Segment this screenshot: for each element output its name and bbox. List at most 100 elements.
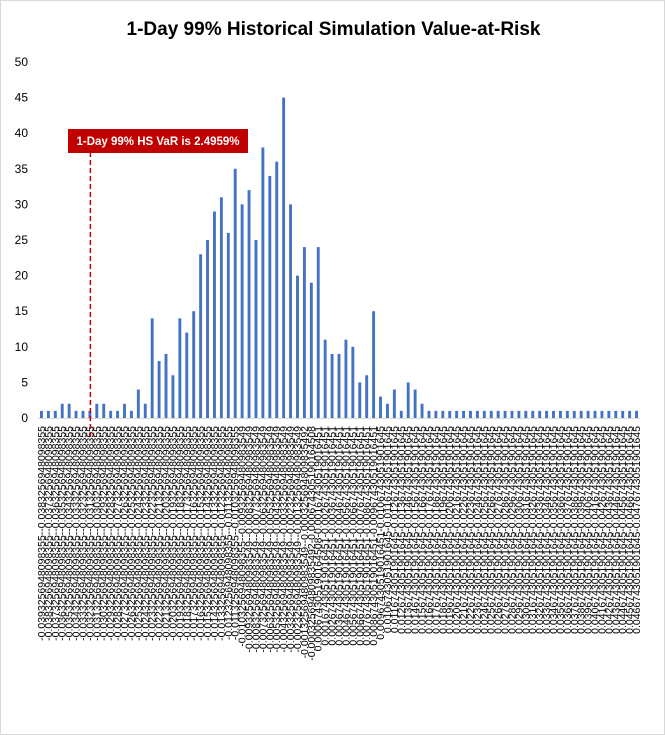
x-tick-label: 0.0376743051901645-0.0386743051901645 — [569, 426, 581, 634]
x-tick-label: 0.0296743051901645-0.0306743051901645 — [513, 426, 525, 634]
x-tick-label: 0.0166743051901645-0.0176743051901645 — [423, 426, 435, 634]
bar — [517, 410, 521, 418]
x-tick-label: 0.0196743051901645-0.0206743051901645 — [444, 426, 456, 634]
x-tick-label: -0.00732569480983549--0.0063256948098354… — [257, 426, 269, 653]
x-tick-label: 0.0416743051901645-0.0426743051901645 — [596, 426, 608, 634]
x-tick-label: -0.0263256948098355--0.0253256948098355 — [126, 426, 138, 641]
x-tick-label: 0.0346743051901645-0.0356743051901645 — [548, 426, 560, 634]
bar — [496, 410, 500, 418]
bar — [219, 197, 223, 418]
x-tick-label: 0.0446743051901645-0.0456743051901645 — [617, 426, 629, 634]
bar — [538, 410, 542, 418]
x-tick-label: 0.00167430519016451-0.00267430519016451 — [320, 426, 332, 646]
bar — [206, 240, 209, 418]
x-tick-label: 0.00667430519016451-0.00767430519016451 — [354, 426, 366, 646]
x-tick-label: 0.0106743051901645-0.0116743051901645 — [382, 426, 394, 633]
x-tick-label: 0.0396743051901645-0.0406743051901645 — [583, 426, 595, 634]
bar — [323, 339, 327, 418]
x-tick-label: -0.0323256948098355--0.0313256948098355 — [84, 426, 96, 641]
bar — [475, 410, 479, 418]
bar — [593, 410, 597, 418]
bar — [524, 410, 528, 418]
x-tick-label: -0.0313256948098355--0.0303256948098355 — [91, 426, 103, 641]
x-tick-label: 0.00467430519016451-0.00567430519016451 — [340, 426, 352, 646]
bar — [565, 410, 569, 418]
x-tick-label: 0.0386743051901645-0.0396743051901645 — [576, 426, 588, 634]
x-tick-label: 0.0286743051901645-0.0296743051901645 — [506, 426, 518, 634]
x-tick-label: 0.0206743051901645-0.0216743051901645 — [451, 426, 463, 634]
x-tick-label: -0.00232569480983549--0.0013256948098354… — [292, 426, 304, 653]
x-tick-label: -0.0133256948098355--0.0123256948098355 — [216, 426, 228, 641]
var-annotation-box — [68, 129, 248, 153]
x-tick-label: 0.0406743051901645-0.0416743051901645 — [590, 426, 602, 634]
bar — [614, 410, 618, 418]
x-tick-label: -0.0103256948098355--0.00932569480983549 — [237, 426, 249, 647]
x-tick-label: -0.0333256948098355--0.0323256948098355 — [77, 426, 89, 641]
x-tick-label: 0.0436743051901645-0.0446743051901645 — [610, 426, 622, 634]
bar — [116, 410, 120, 418]
bar — [109, 410, 113, 418]
bar — [392, 389, 396, 418]
bar — [309, 282, 313, 418]
bar — [171, 375, 175, 418]
x-tick-label: 0.000674305190164508-0.00167430519016451 — [313, 426, 325, 652]
bar — [462, 410, 466, 418]
bar — [510, 410, 514, 418]
bar — [81, 410, 85, 418]
y-tick-label: 20 — [15, 269, 29, 283]
bar — [53, 410, 57, 418]
x-tick-label: -0.000325694809835492-0.0006743051901645… — [306, 426, 318, 661]
bar — [448, 410, 452, 418]
bar — [123, 403, 126, 418]
bar — [358, 382, 362, 418]
x-tick-label: -0.0183256948098355--0.0173256948098355 — [181, 426, 193, 641]
y-tick-label: 40 — [15, 126, 29, 140]
bar — [296, 275, 299, 418]
x-tick-label: -0.0243256948098355--0.0233256948098355 — [140, 426, 152, 641]
var-annotation-label: 1-Day 99% HS VaR is 2.4959% — [76, 136, 239, 148]
x-tick-label: -0.0283256948098355--0.0273256948098355 — [112, 426, 124, 641]
bar — [351, 346, 355, 418]
x-tick-label: 0.00367430519016451-0.00467430519016451 — [334, 426, 346, 646]
x-tick-label: 0.0276743051901645-0.0286743051901645 — [500, 426, 512, 634]
y-tick-label: 25 — [15, 233, 29, 247]
bar — [212, 211, 216, 418]
bar — [74, 410, 78, 418]
bar — [40, 410, 43, 418]
bar — [282, 97, 286, 418]
bar — [330, 353, 334, 418]
bar — [240, 204, 244, 418]
bar — [185, 332, 189, 418]
x-tick-label: -0.0173256948098355--0.0163256948098355 — [188, 426, 200, 641]
bar — [164, 353, 168, 418]
bar — [434, 410, 438, 418]
x-tick-label: 0.0256743051901645-0.0266743051901645 — [486, 426, 498, 634]
x-tick-label: -0.0363256948098355--0.0353256948098355 — [57, 426, 69, 641]
bar — [247, 190, 251, 418]
x-tick-label: -0.0123256948098355--0.0113256948098355 — [223, 426, 235, 640]
x-tick-label: -0.0293256948098355--0.0283256948098355 — [105, 426, 117, 641]
x-tick-label: 0.0236743051901645-0.0246743051901645 — [472, 426, 484, 634]
x-tick-label: -0.0383256948098355--0.0373256948098355 — [43, 426, 55, 641]
bar — [406, 382, 410, 418]
x-tick-label: 0.00267430519016451-0.00367430519016451 — [327, 426, 339, 646]
x-tick-label: -0.00132569480983549--0.0003256948098354… — [299, 426, 311, 659]
chart-title: 1-Day 99% Historical Simulation Value-at… — [126, 19, 541, 40]
x-tick-label: 0.0366743051901645-0.0376743051901645 — [562, 426, 574, 634]
bar — [289, 204, 293, 418]
bar — [372, 311, 376, 418]
bar — [455, 410, 459, 418]
x-tick-label: 0.00967430519016451-0.0106743051901645 — [375, 426, 387, 640]
x-tick-label: 0.0136743051901645-0.0146743051901645 — [403, 426, 415, 634]
x-tick-label: -0.00832569480983549--0.0073256948098354… — [250, 426, 262, 653]
bar — [316, 247, 320, 418]
x-tick-label: 0.0146743051901645-0.0156743051901645 — [410, 426, 422, 634]
bar — [552, 410, 555, 418]
y-tick-label: 0 — [21, 411, 28, 425]
bar — [275, 161, 279, 418]
bar — [150, 318, 154, 418]
bar — [503, 410, 507, 418]
y-tick-label: 15 — [15, 304, 29, 318]
bar — [482, 410, 486, 418]
x-tick-label: -0.0203256948098355--0.0193256948098355 — [167, 426, 179, 641]
